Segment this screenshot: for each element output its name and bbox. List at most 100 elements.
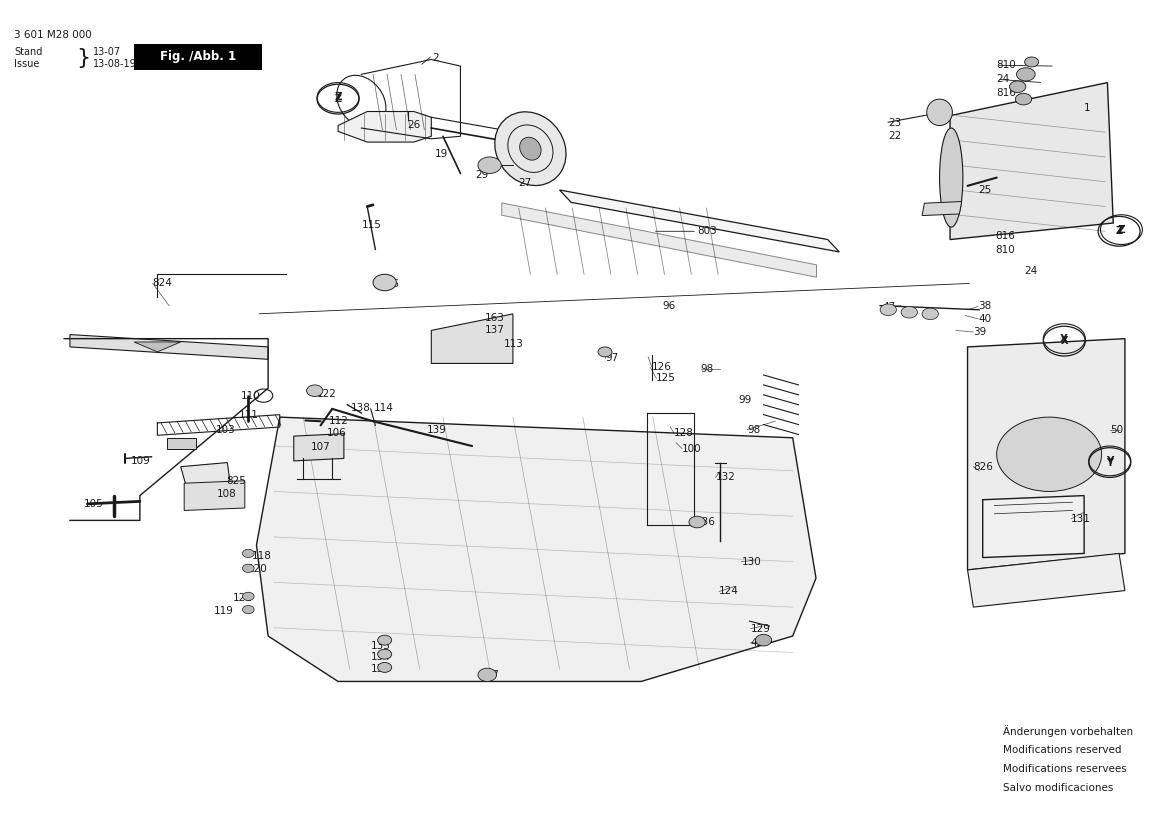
Text: 19: 19 bbox=[435, 149, 448, 159]
Ellipse shape bbox=[940, 128, 963, 227]
Text: 120: 120 bbox=[248, 564, 268, 574]
Polygon shape bbox=[968, 553, 1125, 607]
Text: 803: 803 bbox=[697, 226, 717, 236]
Polygon shape bbox=[70, 335, 268, 359]
Text: 134: 134 bbox=[371, 653, 390, 662]
Text: 105: 105 bbox=[84, 499, 104, 509]
Text: 3 601 M28 000: 3 601 M28 000 bbox=[14, 30, 91, 40]
Text: 106: 106 bbox=[326, 428, 346, 438]
Text: 129: 129 bbox=[750, 624, 770, 634]
FancyBboxPatch shape bbox=[134, 44, 262, 70]
Circle shape bbox=[242, 605, 254, 614]
Text: 816: 816 bbox=[996, 231, 1016, 241]
Polygon shape bbox=[256, 417, 816, 681]
Text: 135: 135 bbox=[371, 641, 390, 651]
Circle shape bbox=[378, 635, 392, 645]
Text: 124: 124 bbox=[719, 586, 739, 596]
Circle shape bbox=[901, 306, 918, 318]
Text: 38: 38 bbox=[978, 301, 991, 311]
Text: 108: 108 bbox=[216, 489, 236, 499]
Circle shape bbox=[1017, 68, 1036, 81]
Text: 23: 23 bbox=[888, 118, 901, 128]
Text: 816: 816 bbox=[997, 88, 1017, 98]
Text: 121: 121 bbox=[233, 593, 253, 603]
FancyBboxPatch shape bbox=[167, 438, 196, 449]
Text: X: X bbox=[1060, 334, 1068, 344]
Text: 810: 810 bbox=[997, 60, 1016, 70]
Text: 126: 126 bbox=[651, 362, 671, 372]
Polygon shape bbox=[338, 112, 431, 142]
Text: 138: 138 bbox=[351, 403, 371, 413]
Circle shape bbox=[1010, 81, 1026, 93]
Text: Z: Z bbox=[1115, 226, 1122, 236]
Circle shape bbox=[373, 274, 396, 291]
Text: 40: 40 bbox=[978, 314, 991, 324]
Circle shape bbox=[997, 417, 1101, 491]
Text: 13-08-19: 13-08-19 bbox=[94, 59, 137, 69]
Polygon shape bbox=[185, 481, 244, 510]
Circle shape bbox=[478, 668, 497, 681]
Text: 826: 826 bbox=[974, 462, 994, 472]
Polygon shape bbox=[968, 339, 1125, 570]
Circle shape bbox=[1016, 93, 1032, 105]
Text: 133: 133 bbox=[371, 664, 390, 674]
Circle shape bbox=[242, 549, 254, 558]
Text: }: } bbox=[76, 48, 90, 68]
Text: Salvo modificaciones: Salvo modificaciones bbox=[1003, 783, 1113, 793]
Circle shape bbox=[378, 662, 392, 672]
Text: 137: 137 bbox=[485, 325, 505, 335]
Text: Y: Y bbox=[1106, 458, 1113, 468]
Text: 24: 24 bbox=[997, 74, 1010, 84]
Text: Stand: Stand bbox=[14, 47, 42, 57]
Text: Z: Z bbox=[334, 94, 341, 104]
Text: Modifications reservees: Modifications reservees bbox=[1003, 764, 1126, 774]
Text: 114: 114 bbox=[374, 403, 394, 413]
Text: 824: 824 bbox=[153, 278, 173, 288]
Text: 110: 110 bbox=[241, 391, 261, 401]
Text: 139: 139 bbox=[427, 425, 447, 435]
Text: 119: 119 bbox=[213, 606, 233, 616]
Text: 131: 131 bbox=[1071, 514, 1091, 524]
Text: 116: 116 bbox=[380, 279, 400, 289]
Text: 103: 103 bbox=[215, 425, 235, 435]
Text: 118: 118 bbox=[251, 551, 271, 561]
Text: 825: 825 bbox=[226, 476, 245, 486]
Circle shape bbox=[689, 516, 705, 528]
Text: 98: 98 bbox=[747, 425, 761, 434]
Ellipse shape bbox=[520, 137, 541, 160]
Text: 128: 128 bbox=[673, 428, 693, 438]
Text: 125: 125 bbox=[656, 373, 676, 383]
Text: 13-07: 13-07 bbox=[94, 47, 122, 57]
Text: 29: 29 bbox=[476, 170, 489, 180]
Text: 2: 2 bbox=[433, 53, 440, 63]
Text: 810: 810 bbox=[996, 245, 1015, 255]
Polygon shape bbox=[983, 496, 1084, 558]
Circle shape bbox=[922, 308, 939, 320]
Polygon shape bbox=[431, 314, 513, 363]
Text: 9: 9 bbox=[927, 206, 933, 216]
Text: 136: 136 bbox=[696, 517, 715, 527]
Text: 100: 100 bbox=[682, 444, 701, 453]
Text: 132: 132 bbox=[715, 472, 735, 482]
Polygon shape bbox=[134, 342, 181, 352]
Polygon shape bbox=[950, 83, 1113, 240]
Text: 24: 24 bbox=[1025, 266, 1038, 276]
Circle shape bbox=[478, 157, 502, 173]
Circle shape bbox=[242, 564, 254, 572]
Text: 1: 1 bbox=[1084, 103, 1091, 113]
Circle shape bbox=[242, 592, 254, 601]
Text: 27: 27 bbox=[519, 178, 532, 188]
Ellipse shape bbox=[494, 112, 566, 186]
Text: 112: 112 bbox=[328, 416, 348, 426]
Text: 26: 26 bbox=[407, 120, 420, 130]
Text: Fig. /Abb. 1: Fig. /Abb. 1 bbox=[160, 50, 236, 64]
Text: 22: 22 bbox=[888, 131, 901, 141]
Circle shape bbox=[378, 649, 392, 659]
Text: Modifications reserved: Modifications reserved bbox=[1003, 745, 1121, 755]
Text: 47: 47 bbox=[883, 302, 895, 312]
Circle shape bbox=[755, 634, 772, 646]
Text: 115: 115 bbox=[361, 220, 381, 230]
Text: 97: 97 bbox=[606, 353, 618, 363]
Text: 109: 109 bbox=[131, 456, 151, 466]
Text: Y: Y bbox=[1106, 456, 1113, 466]
